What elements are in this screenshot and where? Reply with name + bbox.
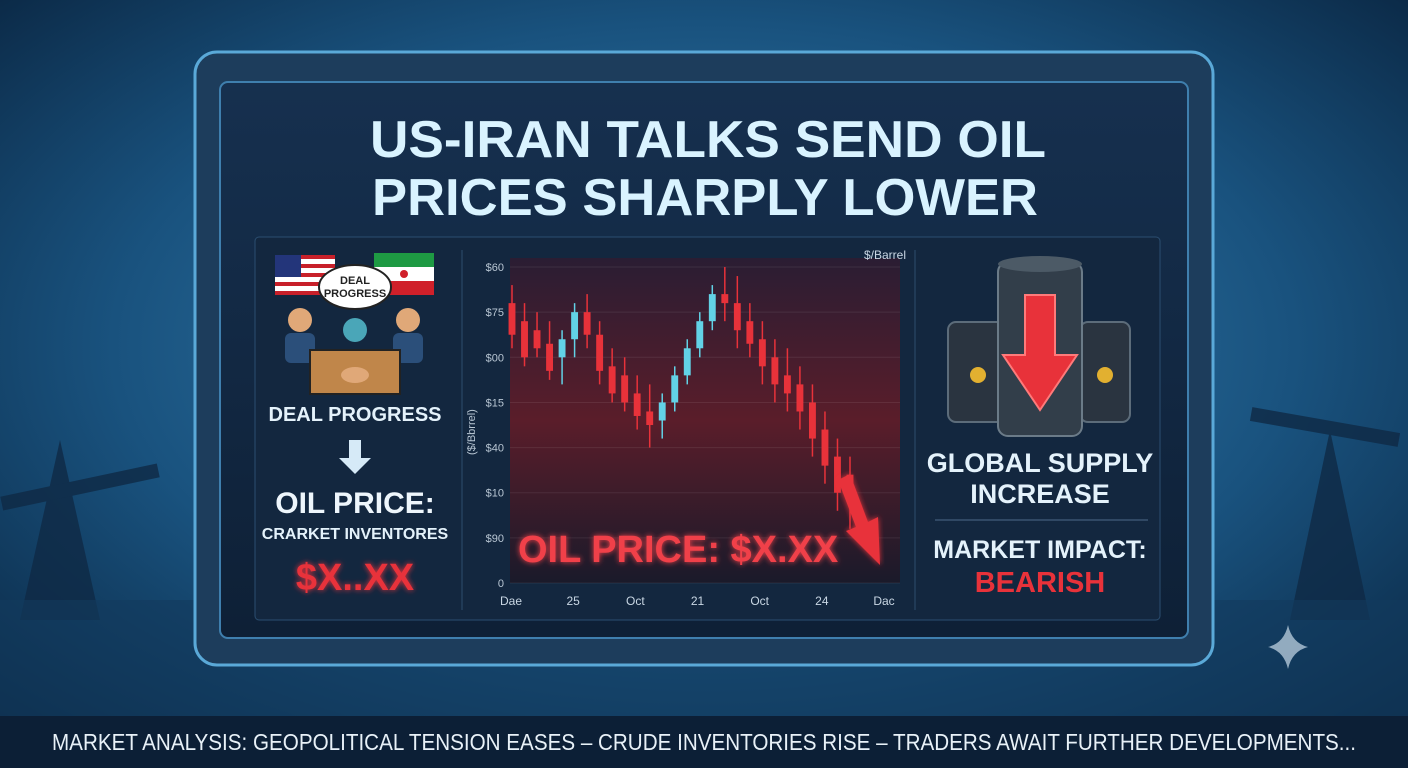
derricks — [0, 407, 1401, 620]
candle-body — [508, 303, 516, 335]
candle-body — [621, 375, 629, 403]
candle-body — [783, 375, 791, 394]
ticker: MARKET ANALYSIS: GEOPOLITICAL TENSION EA… — [52, 729, 1356, 755]
supply-text: INCREASE — [970, 479, 1110, 509]
candle-body — [758, 339, 766, 367]
candle-body — [571, 312, 579, 340]
ticker-bar — [0, 716, 1408, 768]
sparkle — [1268, 625, 1308, 669]
candle-body — [546, 343, 553, 371]
bubble-text: PROGRESS — [324, 288, 386, 300]
candle-body — [658, 402, 666, 421]
bearish-arrow — [1001, 294, 1079, 412]
flags — [275, 253, 434, 295]
trend-arrow — [838, 474, 880, 565]
candle-body — [696, 321, 704, 349]
price-value: $X..XX — [296, 557, 415, 599]
y-tick-label: $40 — [486, 443, 504, 455]
candle-body — [671, 375, 679, 403]
candle-body — [821, 429, 829, 466]
candle-body — [708, 294, 716, 322]
headline: US-IRAN TALKS SEND OIL — [370, 111, 1046, 169]
y-tick-label: $15 — [486, 397, 504, 409]
headline: PRICES SHARPLY LOWER — [372, 169, 1038, 227]
x-tick-label: Oct — [750, 594, 769, 608]
candle-body — [834, 456, 841, 493]
y-tick-label: $90 — [486, 533, 504, 545]
overlay-label: OIL PRICE: $X.XX — [518, 529, 839, 571]
candle-body — [809, 402, 816, 439]
negotiation-icon — [285, 308, 423, 395]
y-tick-label: $00 — [486, 352, 504, 364]
candle-body — [533, 330, 541, 349]
candle-body — [646, 411, 654, 426]
impact-label: MARKET IMPACT: — [933, 536, 1146, 564]
candle-body — [746, 321, 754, 344]
impact-value: BEARISH — [975, 567, 1106, 599]
candle-body — [771, 357, 779, 385]
candle-body — [633, 393, 641, 416]
x-tick-label: 25 — [566, 594, 580, 608]
speech-bubble — [318, 264, 392, 310]
candle-body — [521, 321, 528, 358]
candle-body — [721, 294, 729, 304]
price-subtitle: CRARKET INVENTORES — [262, 526, 449, 543]
x-tick-label: 24 — [815, 594, 829, 608]
price-title: OIL PRICE: — [275, 487, 434, 520]
x-tick-label: Oct — [626, 594, 645, 608]
bubble-text: DEAL — [340, 275, 370, 287]
y-tick-label: 0 — [498, 578, 504, 590]
supply-text: GLOBAL SUPPLY — [927, 448, 1154, 478]
candle-body — [796, 384, 804, 412]
candle-body — [608, 366, 616, 394]
candle-body — [583, 312, 591, 335]
y-tick-label: $10 — [486, 488, 504, 500]
candle-body — [596, 334, 604, 371]
y-axis-label: ($/Bbrrel) — [466, 409, 478, 455]
x-tick-label: Dae — [500, 594, 522, 608]
y-tick-label: $75 — [486, 307, 504, 319]
candle-body — [683, 348, 691, 376]
x-tick-label: 21 — [691, 594, 705, 608]
x-tick-label: Dac — [873, 594, 894, 608]
down-arrow — [339, 440, 371, 474]
caption: DEAL PROGRESS — [269, 404, 442, 426]
chart: $60 $75 $00 $15 $40 $10 $90 0 Dae 25 Oct 21 Oct 24 Dac — [486, 262, 900, 608]
candle-body — [733, 303, 741, 331]
unit-label: $/Barrel — [864, 248, 906, 262]
y-tick-label: $60 — [486, 262, 504, 274]
candle-body — [558, 339, 566, 358]
